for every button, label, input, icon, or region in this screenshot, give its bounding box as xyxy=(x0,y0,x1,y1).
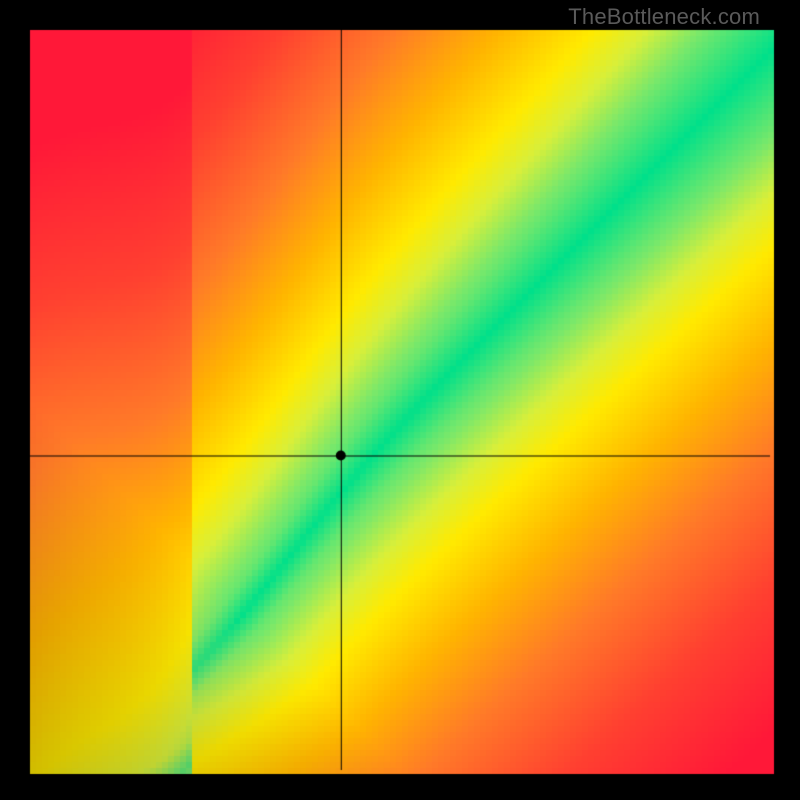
watermark-text: TheBottleneck.com xyxy=(568,4,760,30)
heatmap-canvas xyxy=(0,0,800,800)
chart-container: TheBottleneck.com xyxy=(0,0,800,800)
